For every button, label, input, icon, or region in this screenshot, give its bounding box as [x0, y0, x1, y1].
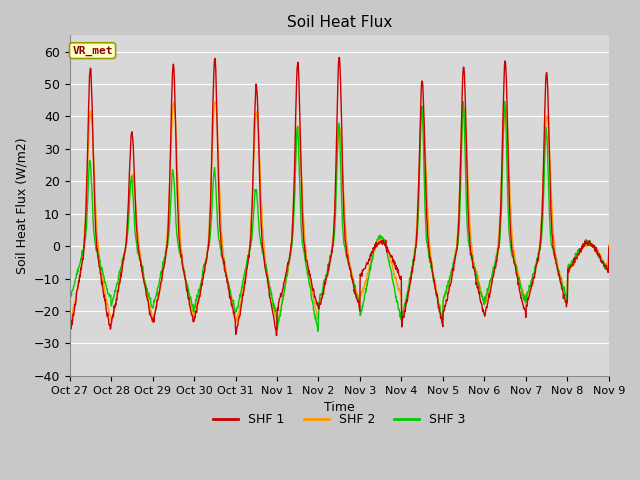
SHF 1 — [530, 274, 538, 280]
SHF 3 — [364, 276, 372, 282]
SHF 2 — [281, 288, 289, 294]
SHF 1 — [335, 55, 343, 60]
SHF 2 — [274, 321, 282, 327]
SHF 3 — [515, 279, 523, 285]
Title: Soil Heat Flux: Soil Heat Flux — [287, 15, 392, 30]
SHF 3 — [570, 258, 578, 264]
SHF 3 — [280, 293, 287, 299]
SHF 3 — [314, 328, 322, 334]
SHF 1 — [418, 80, 426, 86]
Legend: SHF 1, SHF 2, SHF 3: SHF 1, SHF 2, SHF 3 — [209, 408, 470, 431]
SHF 2 — [515, 274, 523, 280]
Line: SHF 3: SHF 3 — [70, 101, 609, 331]
SHF 2 — [605, 242, 612, 248]
Y-axis label: Soil Heat Flux (W/m2): Soil Heat Flux (W/m2) — [15, 137, 28, 274]
SHF 1 — [66, 331, 74, 336]
SHF 2 — [418, 113, 426, 119]
SHF 2 — [211, 99, 219, 105]
Line: SHF 1: SHF 1 — [70, 58, 609, 336]
Text: VR_met: VR_met — [72, 46, 113, 56]
Line: SHF 2: SHF 2 — [70, 102, 609, 324]
SHF 3 — [417, 109, 425, 115]
SHF 2 — [365, 269, 372, 275]
SHF 1 — [605, 244, 612, 250]
X-axis label: Time: Time — [324, 401, 355, 414]
SHF 3 — [530, 271, 538, 277]
SHF 3 — [66, 298, 74, 303]
SHF 2 — [66, 321, 74, 327]
SHF 1 — [515, 287, 523, 292]
SHF 1 — [365, 258, 372, 264]
SHF 1 — [570, 256, 578, 262]
SHF 3 — [500, 98, 508, 104]
SHF 1 — [273, 333, 280, 338]
SHF 2 — [570, 262, 578, 268]
SHF 2 — [530, 276, 538, 281]
SHF 3 — [605, 246, 612, 252]
SHF 1 — [280, 279, 288, 285]
